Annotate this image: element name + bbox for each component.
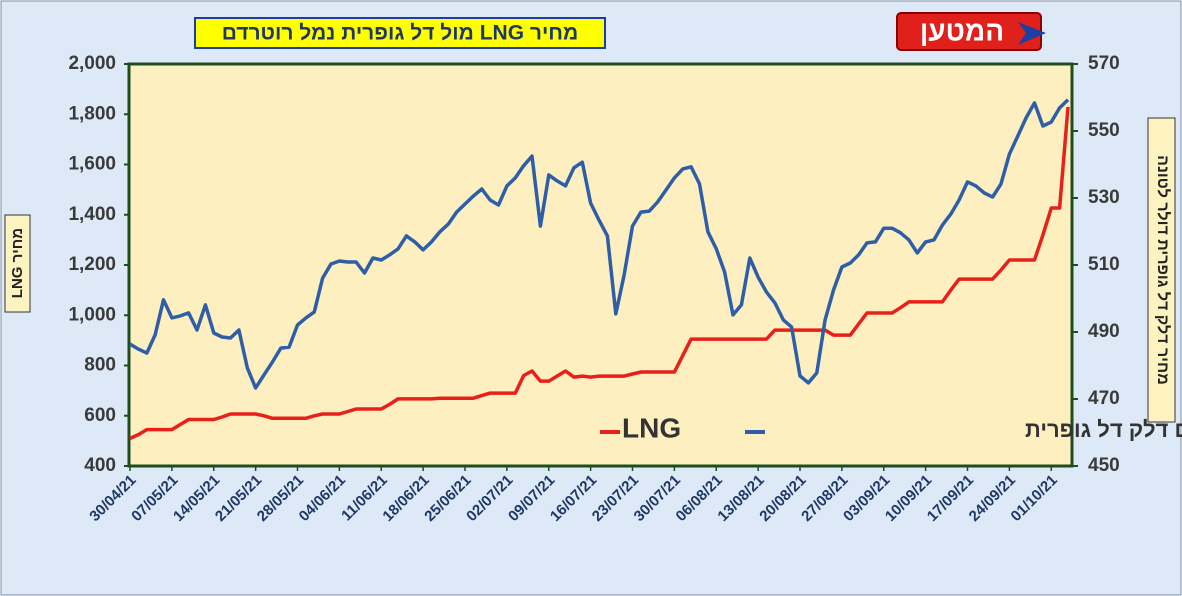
y-tick-label: 400 [84, 455, 116, 476]
title-box [194, 17, 606, 49]
plot-area [127, 62, 1074, 468]
y-tick-label: 800 [84, 355, 116, 376]
y-axis-label: מחיר LNG [9, 228, 26, 298]
y-tick-label: 1,600 [68, 154, 116, 175]
y2-tick-label: 530 [1088, 187, 1120, 208]
y2-label-box [1147, 117, 1176, 423]
y-tick-label: 2,000 [68, 53, 116, 74]
y2-tick-label: 470 [1088, 388, 1120, 409]
logo: המטען [920, 15, 1004, 46]
y2-tick-label: 450 [1088, 455, 1120, 476]
y-tick-label: 1,000 [68, 304, 116, 325]
y2-tick-label: 570 [1088, 53, 1120, 74]
y2-tick-label: 490 [1088, 321, 1120, 342]
chart-title: מחיר LNG מול דל גופרית נמל רוטרדם [222, 22, 579, 45]
y-tick-label: 1,200 [68, 254, 116, 275]
y-tick-label: 600 [84, 405, 116, 426]
series-line [129, 106, 1070, 440]
y-tick-label: 1,400 [68, 204, 116, 225]
y2-axis-label: מחיר דלק דל גופרית דולר לטונה [1154, 155, 1172, 385]
y-tick-label: 1,800 [68, 103, 116, 124]
y-label-box [4, 214, 31, 313]
y2-tick-label: 550 [1088, 120, 1120, 141]
logo-arrow [1018, 22, 1046, 45]
y2-tick-label: 510 [1088, 254, 1120, 275]
legend-label: רוטרדם דלק דל גופרית [1025, 417, 1182, 442]
legend-label: LNG [622, 412, 681, 443]
series-line [129, 98, 1070, 390]
